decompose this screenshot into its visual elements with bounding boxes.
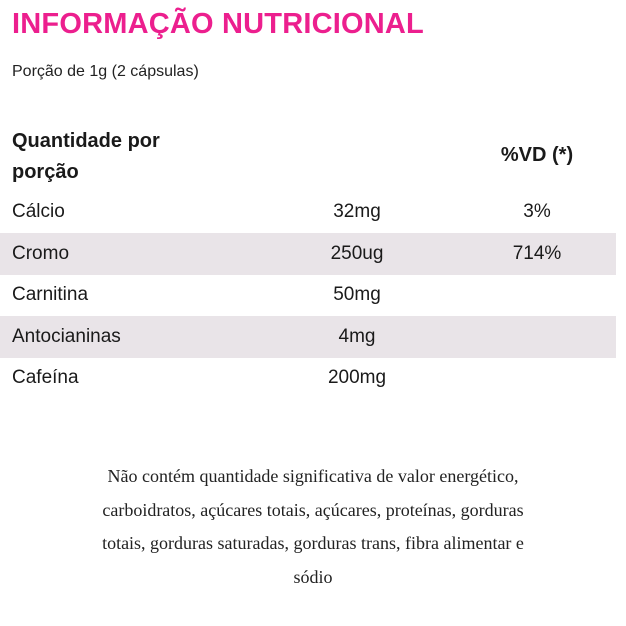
footnote: Não contém quantidade significativa de v… xyxy=(13,460,613,594)
nutrient-amount: 50mg xyxy=(333,284,381,305)
table-row: Antocianinas 4mg xyxy=(0,315,616,358)
footnote-line: sódio xyxy=(293,566,333,587)
nutrient-name: Antocianinas xyxy=(12,325,121,347)
nutrient-name: Cafeína xyxy=(12,367,79,388)
footnote-line: totais, gorduras saturadas, gorduras tra… xyxy=(102,533,524,553)
nutrient-amount: 4mg xyxy=(338,325,376,347)
footnote-line: carboidratos, açúcares totais, açúcares,… xyxy=(102,499,524,520)
table-row: Cálcio 32mg 3% xyxy=(0,191,616,233)
column-header: Quantidade por porção xyxy=(12,130,160,183)
daily-value: 714% xyxy=(512,242,562,264)
title: INFORMAÇÃO NUTRICIONAL xyxy=(12,8,424,40)
daily-value: 3% xyxy=(523,201,551,222)
nutrient-amount: 200mg xyxy=(327,367,387,388)
nutrient-name: Carnitina xyxy=(12,284,89,305)
column-header: %VD (*) xyxy=(500,144,574,166)
nutrient-amount: 32mg xyxy=(333,201,381,222)
nutrient-name: Cálcio xyxy=(12,201,65,222)
table-row: Carnitina 50mg xyxy=(0,274,616,316)
nutrient-name: Cromo xyxy=(12,242,70,264)
serving-size: Porção de 1g (2 cápsulas) xyxy=(12,63,199,80)
footnote-line: Não contém quantidade significativa de v… xyxy=(107,466,519,486)
table-row: Cafeína 200mg xyxy=(0,357,616,399)
nutrient-amount: 250ug xyxy=(330,242,384,264)
table-row: Cromo 250ug 714% xyxy=(0,232,616,275)
